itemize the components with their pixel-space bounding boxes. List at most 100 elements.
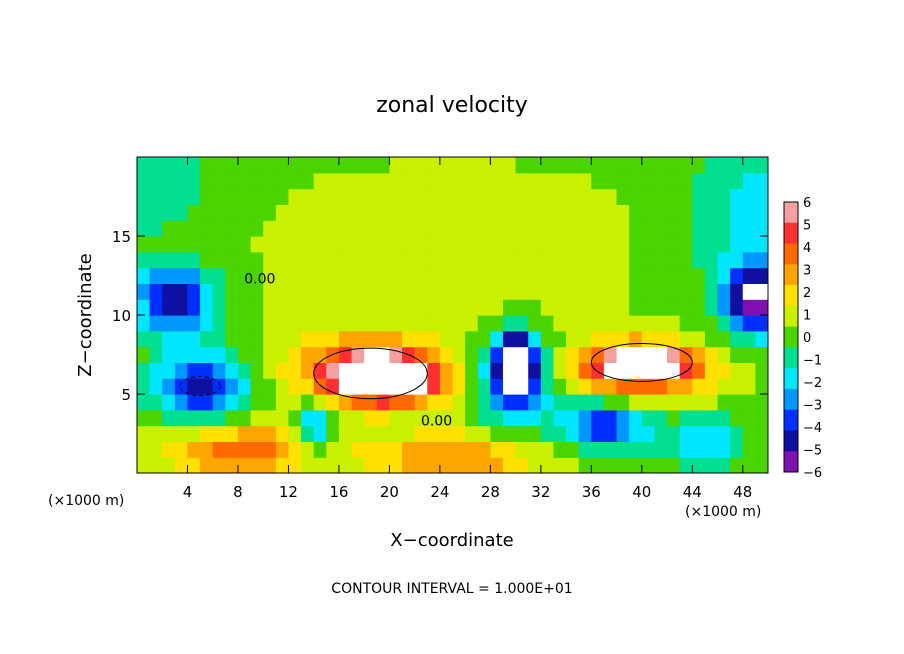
heatmap-cell [528,267,542,284]
heatmap-cell [502,457,517,473]
heatmap-cell [174,330,189,348]
heatmap-cell [200,330,214,348]
heatmap-cell [641,441,656,458]
heatmap-cell [137,283,151,300]
heatmap-cell [540,441,555,458]
chart-title: zonal velocity [376,93,528,118]
heatmap-cell [326,441,340,458]
heatmap-cell [515,220,529,237]
heatmap-cell [338,267,353,284]
heatmap-cell [439,346,454,363]
heatmap-cell [742,220,756,237]
heatmap-cell [692,362,706,379]
heatmap-cell [288,267,302,284]
heatmap-cell [162,283,176,300]
heatmap-cell [137,425,151,442]
heatmap-cell [288,188,302,205]
heatmap-cell [174,157,189,174]
heatmap-cell [515,157,529,174]
heatmap-cell [187,409,201,427]
heatmap-cell [667,236,681,253]
heatmap-cell [288,394,302,411]
heatmap-cell [591,188,605,205]
heatmap-cell [187,315,201,332]
heatmap-cell [313,409,327,427]
heatmap-cell [326,188,340,205]
heatmap-cell [629,330,643,348]
heatmap-cell [414,251,428,269]
heatmap-cell [313,346,327,363]
heatmap-cell [389,394,403,411]
heatmap-cell [465,220,479,237]
heatmap-cell [351,251,365,269]
x-tick-label: 4 [183,483,193,501]
heatmap-cell [667,188,681,205]
heatmap-cell [667,299,681,316]
heatmap-cell [692,409,706,427]
heatmap-cell [490,172,504,190]
heatmap-cell [326,204,340,221]
heatmap-cell [200,299,214,316]
colorbar-frame [783,201,799,473]
heatmap-cell [439,425,454,442]
heatmap-cell [452,330,466,348]
heatmap-cell [301,394,315,411]
heatmap-cell [629,251,643,269]
heatmap-cell [629,378,643,395]
heatmap-cell [275,315,290,332]
heatmap-cell [389,267,403,284]
heatmap-cell [704,441,719,458]
heatmap-cell [465,394,479,411]
heatmap-cell [326,251,340,269]
heatmap-cell [465,172,479,190]
heatmap-cell [250,220,264,237]
heatmap-cell [376,251,390,269]
heatmap-cell [402,330,416,348]
heatmap-cell [225,251,239,269]
heatmap-cell [692,204,706,221]
heatmap-cell [704,267,719,284]
heatmap-cell [225,378,239,395]
heatmap-cell [427,267,441,284]
heatmap-cell [730,283,744,300]
heatmap-cell [212,283,226,300]
heatmap-cell [717,457,731,473]
heatmap-cell [389,330,403,348]
heatmap-cell [629,409,643,427]
heatmap-cell [515,299,529,316]
heatmap-cell [364,457,378,473]
heatmap-cell [452,251,466,269]
heatmap-cell [376,330,390,348]
heatmap-cell [351,330,365,348]
heatmap-cell [553,188,567,205]
heatmap-cell [730,267,744,284]
heatmap-cell [603,267,618,284]
heatmap-cell [225,394,239,411]
heatmap-cell [149,283,163,300]
heatmap-cell [717,283,731,300]
heatmap-cell [187,157,201,174]
heatmap-cell [591,378,605,395]
heatmap-cell [603,330,618,348]
heatmap-cell [578,378,592,395]
heatmap-cell [654,457,668,473]
heatmap-cell [692,283,706,300]
heatmap-cell [477,394,491,411]
heatmap-cell [553,330,567,348]
heatmap-cell [704,220,719,237]
heatmap-cell [162,441,176,458]
y-axis: 5 10 15 [112,228,768,404]
heatmap-cell [389,362,403,379]
heatmap-cell [427,204,441,221]
heatmap-cell [667,330,681,348]
heatmap-cell [212,457,226,473]
heatmap-cell [414,157,428,174]
heatmap-cell [616,315,630,332]
heatmap-cell [616,425,630,442]
colorbar-tick-label: 2 [803,286,811,301]
heatmap-cell [603,394,618,411]
heatmap-cell [755,204,768,221]
heatmap-cell [225,330,239,348]
heatmap-cell [465,283,479,300]
heatmap-cell [641,409,656,427]
